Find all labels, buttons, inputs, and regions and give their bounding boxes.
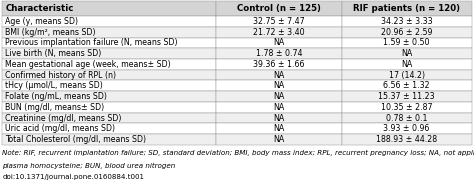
Bar (342, 80, 472, 91)
Bar (2, 1, 216, 16)
Bar (342, 16, 472, 27)
Text: NA: NA (273, 92, 284, 101)
Text: NA: NA (401, 60, 412, 69)
Text: Uric acid (mg/dl, means SD): Uric acid (mg/dl, means SD) (5, 124, 115, 133)
Bar (216, 91, 342, 102)
Text: 39.36 ± 1.66: 39.36 ± 1.66 (253, 60, 304, 69)
Bar (216, 123, 342, 134)
Bar (342, 102, 472, 113)
Text: 6.56 ± 1.32: 6.56 ± 1.32 (383, 81, 430, 90)
Text: 10.35 ± 2.87: 10.35 ± 2.87 (381, 103, 432, 112)
Bar (2, 48, 216, 59)
Text: plasma homocysteine; BUN, blood urea nitrogen: plasma homocysteine; BUN, blood urea nit… (2, 162, 176, 169)
Text: Mean gestational age (week, means± SD): Mean gestational age (week, means± SD) (5, 60, 171, 69)
Text: BMI (kg/m², means SD): BMI (kg/m², means SD) (5, 28, 96, 37)
Bar (216, 70, 342, 80)
Bar (342, 38, 472, 48)
Text: Total Cholesterol (mg/dl, means SD): Total Cholesterol (mg/dl, means SD) (5, 135, 146, 144)
Bar (2, 134, 216, 145)
Bar (2, 113, 216, 123)
Text: tHcy (μmol/L, means SD): tHcy (μmol/L, means SD) (5, 81, 103, 90)
Bar (2, 70, 216, 80)
Text: Previous implantation failure (N, means SD): Previous implantation failure (N, means … (5, 38, 178, 47)
Bar (216, 27, 342, 38)
Text: 34.23 ± 3.33: 34.23 ± 3.33 (381, 17, 432, 26)
Bar (342, 123, 472, 134)
Bar (342, 27, 472, 38)
Bar (216, 134, 342, 145)
Text: 32.75 ± 7.47: 32.75 ± 7.47 (253, 17, 305, 26)
Text: Creatinine (mg/dl, means SD): Creatinine (mg/dl, means SD) (5, 114, 122, 122)
Text: Folate (ng/mL, means SD): Folate (ng/mL, means SD) (5, 92, 107, 101)
Text: Control (n = 125): Control (n = 125) (237, 4, 321, 13)
Text: RIF patients (n = 120): RIF patients (n = 120) (353, 4, 460, 13)
Text: Confirmed history of RPL (n): Confirmed history of RPL (n) (5, 71, 116, 80)
Text: 0.78 ± 0.1: 0.78 ± 0.1 (386, 114, 428, 122)
Text: NA: NA (401, 49, 412, 58)
Bar (2, 27, 216, 38)
Bar (216, 80, 342, 91)
Text: 188.93 ± 44.28: 188.93 ± 44.28 (376, 135, 437, 144)
Text: doi:10.1371/journal.pone.0160884.t001: doi:10.1371/journal.pone.0160884.t001 (2, 174, 145, 180)
Bar (2, 102, 216, 113)
Text: NA: NA (273, 135, 284, 144)
Text: NA: NA (273, 114, 284, 122)
Text: 3.93 ± 0.96: 3.93 ± 0.96 (383, 124, 430, 133)
Text: 20.96 ± 2.59: 20.96 ± 2.59 (381, 28, 432, 37)
Bar (216, 38, 342, 48)
Bar (342, 113, 472, 123)
Bar (2, 59, 216, 70)
Bar (2, 16, 216, 27)
Bar (342, 1, 472, 16)
Bar (2, 80, 216, 91)
Text: Note: RIF, recurrent implantation failure; SD, standard deviation; BMI, body mas: Note: RIF, recurrent implantation failur… (2, 150, 474, 156)
Bar (216, 113, 342, 123)
Bar (2, 123, 216, 134)
Text: 17 (14.2): 17 (14.2) (389, 71, 425, 80)
Bar (342, 134, 472, 145)
Bar (216, 1, 342, 16)
Bar (216, 16, 342, 27)
Bar (216, 59, 342, 70)
Text: 1.78 ± 0.74: 1.78 ± 0.74 (255, 49, 302, 58)
Text: Live birth (N, means SD): Live birth (N, means SD) (5, 49, 101, 58)
Text: Age (y, means SD): Age (y, means SD) (5, 17, 78, 26)
Bar (2, 91, 216, 102)
Bar (342, 48, 472, 59)
Text: NA: NA (273, 103, 284, 112)
Text: NA: NA (273, 38, 284, 47)
Text: NA: NA (273, 71, 284, 80)
Text: Characteristic: Characteristic (5, 4, 73, 13)
Text: 21.72 ± 3.40: 21.72 ± 3.40 (253, 28, 305, 37)
Bar (2, 38, 216, 48)
Text: 1.59 ± 0.50: 1.59 ± 0.50 (383, 38, 430, 47)
Bar (216, 102, 342, 113)
Text: NA: NA (273, 124, 284, 133)
Bar (342, 70, 472, 80)
Text: 15.37 ± 11.23: 15.37 ± 11.23 (378, 92, 435, 101)
Bar (216, 48, 342, 59)
Text: BUN (mg/dl, means± SD): BUN (mg/dl, means± SD) (5, 103, 104, 112)
Text: NA: NA (273, 81, 284, 90)
Bar (342, 91, 472, 102)
Bar (342, 59, 472, 70)
